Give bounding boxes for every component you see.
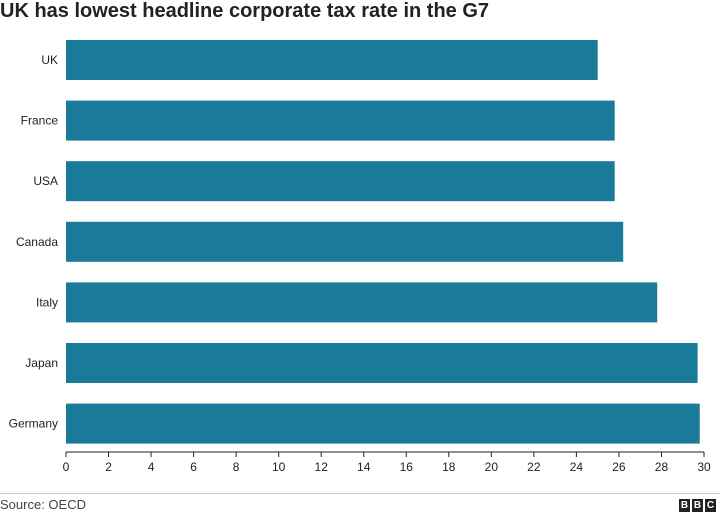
x-tick-label: 14 — [357, 460, 371, 474]
bar-group — [66, 40, 700, 444]
x-tick-label: 10 — [272, 460, 286, 474]
x-tick-label: 2 — [105, 460, 112, 474]
category-label: Italy — [36, 295, 58, 309]
x-tick-label: 6 — [190, 460, 197, 474]
logo-letter: C — [705, 499, 716, 512]
x-tick-label: 4 — [148, 460, 155, 474]
x-tick-label: 24 — [570, 460, 584, 474]
logo-letter: B — [679, 499, 690, 512]
category-labels: UK France USA Canada Italy Japan Germany — [9, 53, 59, 431]
x-tick-label: 0 — [63, 460, 70, 474]
x-tick-label: 28 — [655, 460, 669, 474]
x-tick-label: 26 — [612, 460, 626, 474]
x-tick-label: 18 — [442, 460, 456, 474]
category-label: UK — [41, 53, 58, 67]
source-note: Source: OECD — [0, 497, 86, 512]
x-tick-label: 12 — [315, 460, 329, 474]
bar-canada — [66, 221, 624, 262]
logo-letter: B — [692, 499, 703, 512]
category-label: Canada — [16, 235, 58, 249]
x-tick-label: 8 — [233, 460, 240, 474]
category-label: Japan — [25, 356, 58, 370]
x-tick-label: 20 — [485, 460, 499, 474]
x-axis-ticks: 0 2 4 6 8 10 12 14 16 18 20 22 24 26 28 30 — [63, 452, 711, 474]
bar-uk — [66, 40, 598, 80]
bar-germany — [66, 403, 700, 444]
x-tick-label: 22 — [527, 460, 541, 474]
category-label: USA — [33, 174, 58, 188]
category-label: France — [21, 114, 59, 128]
footer-divider — [0, 493, 720, 494]
category-label: Germany — [9, 417, 58, 431]
bar-japan — [66, 343, 698, 383]
bar-france — [66, 100, 615, 141]
bar-italy — [66, 282, 658, 323]
x-tick-label: 16 — [400, 460, 414, 474]
bar-usa — [66, 161, 615, 202]
x-tick-label: 30 — [697, 460, 711, 474]
chart-title: UK has lowest headline corporate tax rat… — [0, 0, 490, 22]
bbc-logo: B B C — [679, 499, 716, 512]
